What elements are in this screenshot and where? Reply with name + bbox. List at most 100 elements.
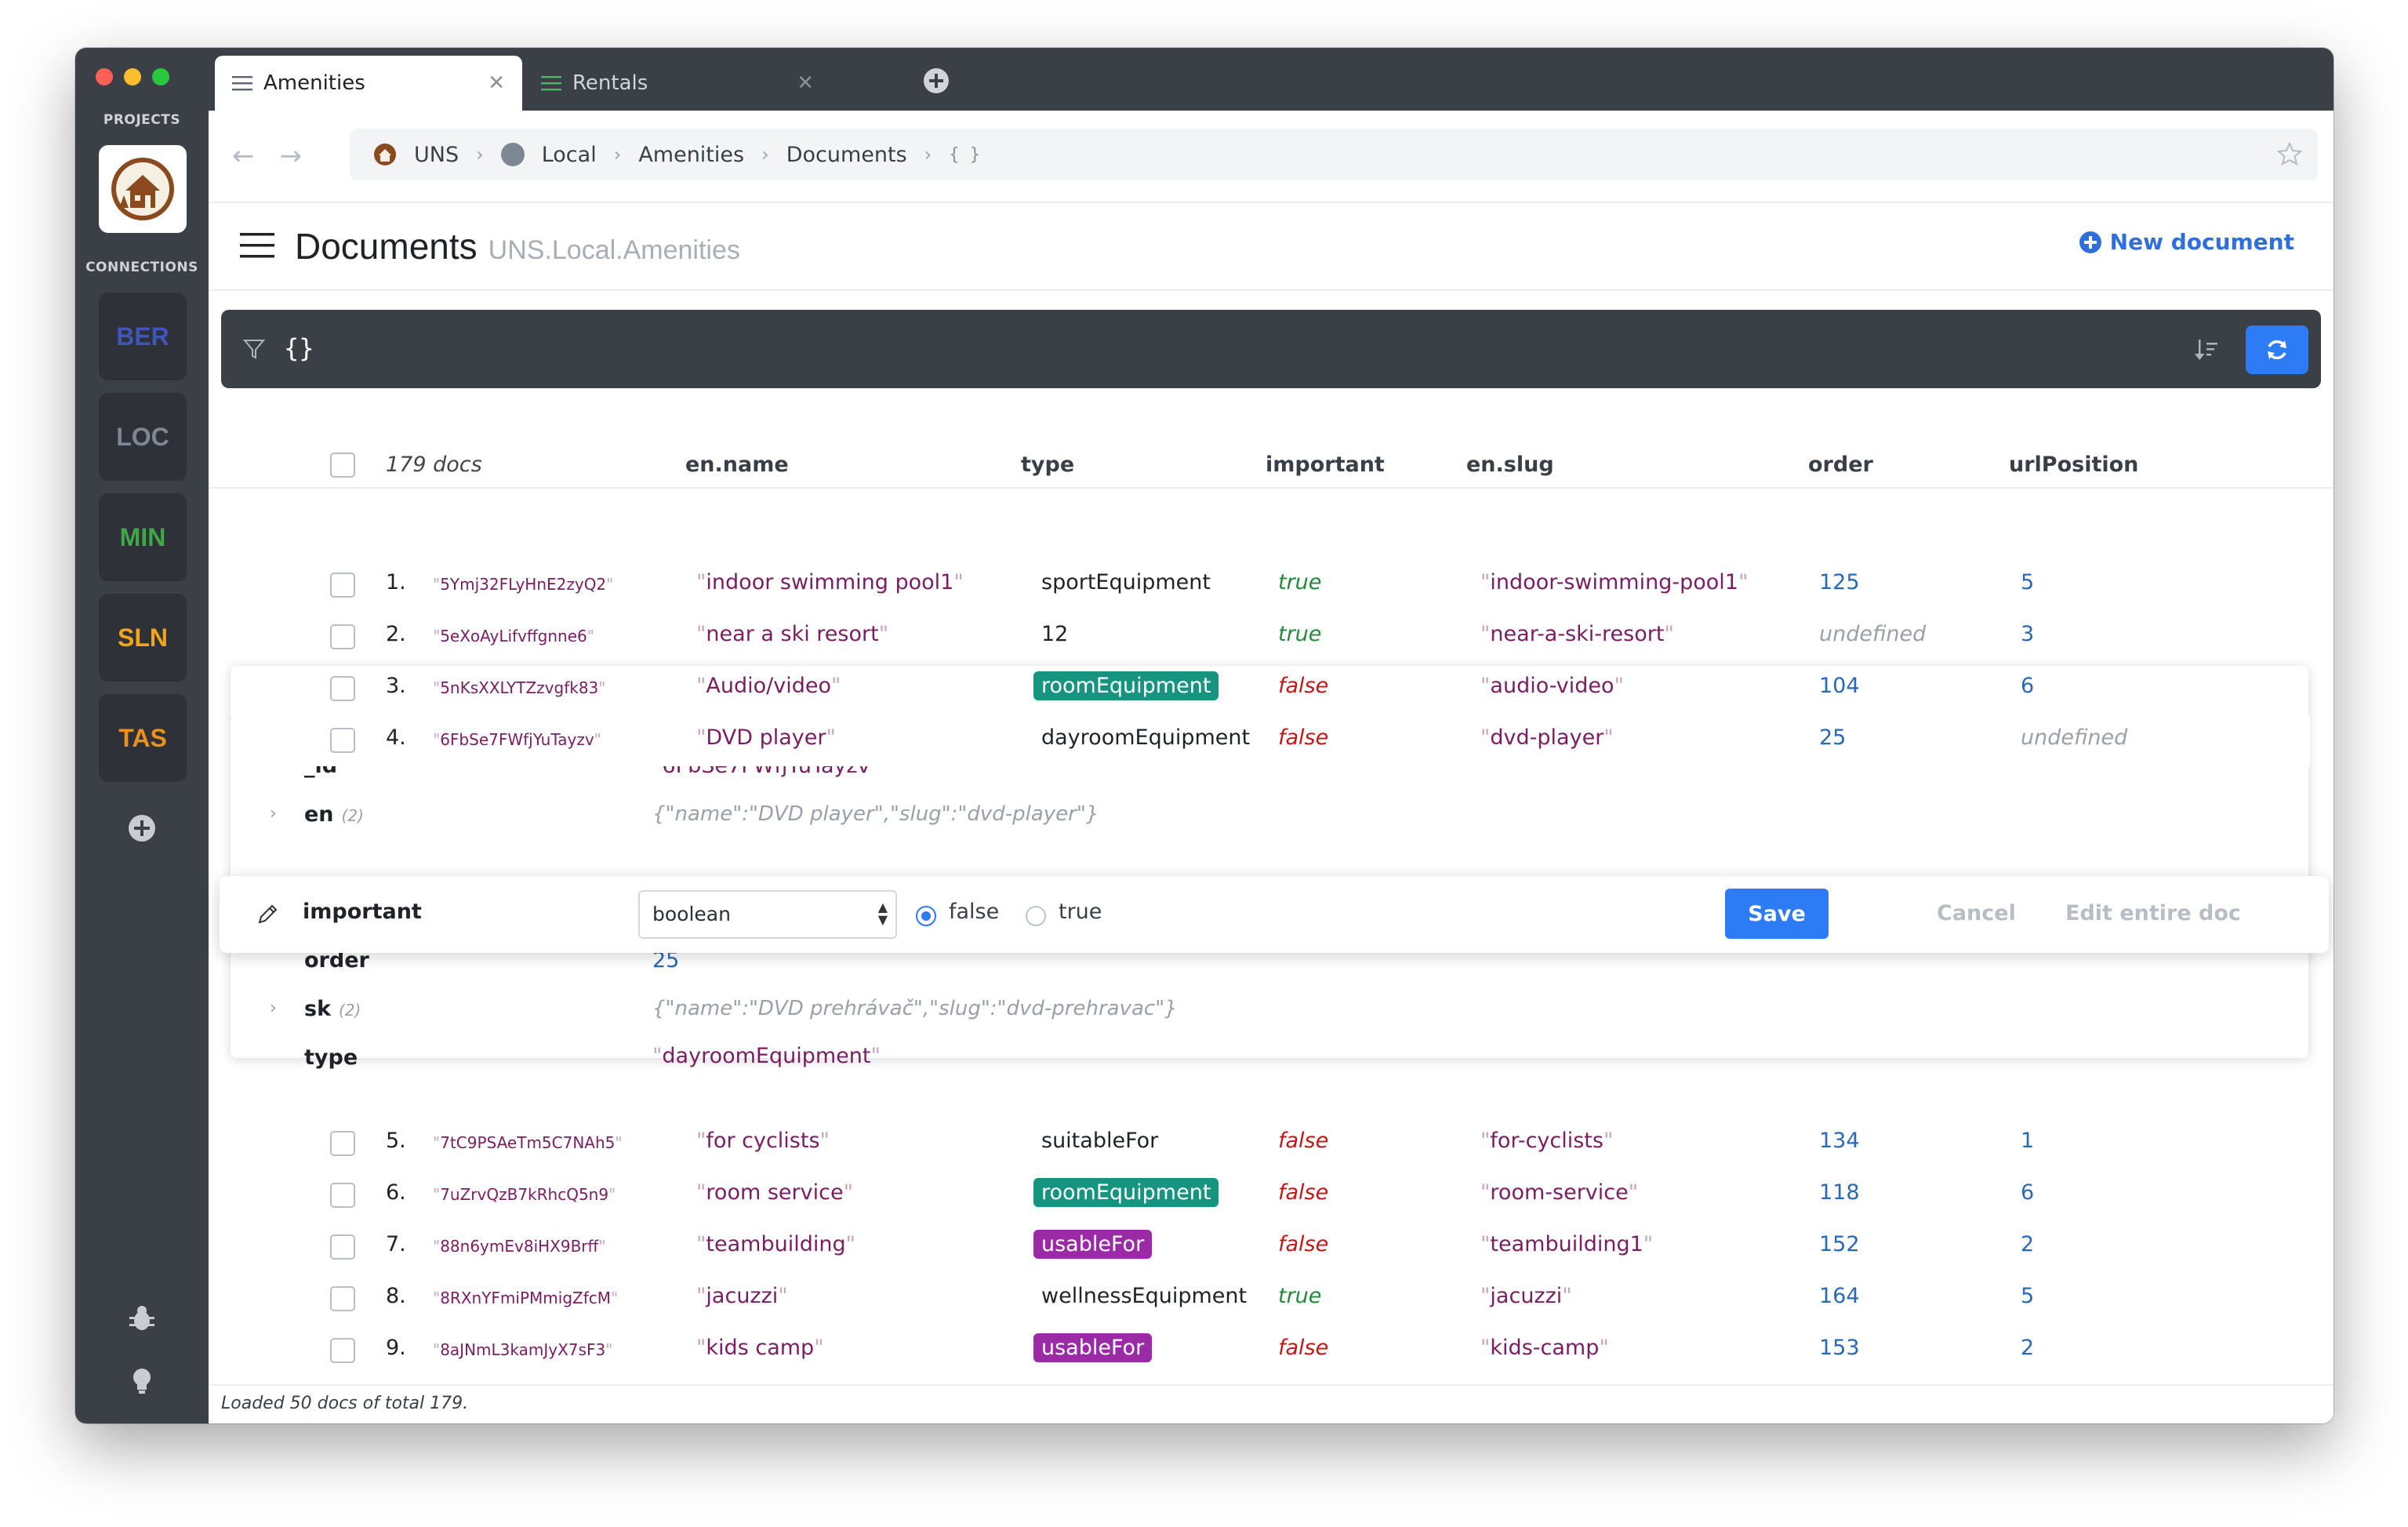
important-cell[interactable]: false [1278,1336,1329,1360]
breadcrumb-documents[interactable]: Documents [786,143,907,167]
connection-sln[interactable]: SLN [99,594,187,682]
order-cell[interactable]: 125 [1819,570,1860,594]
order-cell[interactable]: 104 [1819,674,1860,698]
order-cell[interactable]: 152 [1819,1232,1860,1256]
type-cell[interactable]: roomEquipment [1033,1178,1219,1207]
type-cell[interactable]: usableFor [1033,1333,1153,1362]
order-cell[interactable]: 153 [1819,1336,1860,1360]
cancel-button[interactable]: Cancel [1937,901,2016,925]
doc-id[interactable]: "5nKsXXLYTZzvgfk83" [433,678,606,697]
radio-true[interactable] [1026,906,1046,926]
en-slug-cell[interactable]: "for-cyclists" [1480,1129,1614,1153]
doc-id[interactable]: "88n6ymEv8iHX9Brff" [433,1237,606,1256]
type-cell[interactable]: suitableFor [1041,1129,1158,1153]
field-value[interactable]: {"name":"DVD prehrávač","slug":"dvd-preh… [652,997,1178,1020]
column-header[interactable]: en.slug [1466,453,1554,477]
column-header[interactable]: en.name [685,453,789,477]
tab-amenities[interactable]: Amenities ✕ [215,56,522,111]
order-cell[interactable]: 134 [1819,1129,1860,1153]
bug-report-button[interactable] [126,1303,158,1337]
row-checkbox[interactable] [330,1131,355,1156]
url-position-cell[interactable]: 5 [2021,570,2035,594]
type-cell[interactable]: wellnessEquipment [1041,1284,1247,1308]
en-name-cell[interactable]: "DVD player" [696,725,836,750]
filter-query-input[interactable]: {} [284,333,314,363]
url-position-cell[interactable]: 2 [2021,1336,2035,1360]
edit-entire-doc-button[interactable]: Edit entire doc [2065,901,2241,925]
order-cell[interactable]: 118 [1819,1180,1860,1205]
connection-ber[interactable]: BER [99,293,187,380]
doc-id[interactable]: "6FbSe7FWfjYuTayzv" [433,730,601,749]
row-checkbox[interactable] [330,676,355,701]
row-checkbox[interactable] [330,1183,355,1208]
type-cell[interactable]: 12 [1041,622,1068,646]
breadcrumb-connection[interactable]: Local [500,143,597,167]
add-connection-button[interactable] [126,813,158,847]
new-tab-button[interactable] [922,67,950,98]
table-row[interactable]: 7. "88n6ymEv8iHX9Brff" "teambuilding" us… [209,1221,2334,1273]
zoom-window-button[interactable] [152,68,169,85]
column-header[interactable]: important [1266,453,1385,477]
refresh-button[interactable] [2246,325,2308,374]
en-name-cell[interactable]: "Audio/video" [696,674,841,698]
select-all-checkbox[interactable] [330,453,355,478]
save-button[interactable]: Save [1725,889,1829,939]
project-uns[interactable] [99,145,187,233]
type-cell[interactable]: sportEquipment [1041,570,1211,594]
breadcrumb-project[interactable]: UNS [373,143,459,167]
table-row[interactable]: 5. "7tC9PSAeTm5C7NAh5" "for cyclists" su… [209,1118,2334,1169]
en-slug-cell[interactable]: "audio-video" [1480,674,1624,698]
en-name-cell[interactable]: "room service" [696,1180,853,1205]
important-cell[interactable]: true [1278,622,1322,646]
forward-arrow-icon[interactable]: → [279,140,303,172]
chevron-right-icon[interactable]: › [270,804,277,823]
star-icon[interactable] [2277,141,2302,166]
url-position-cell[interactable]: undefined [2021,725,2128,750]
type-select[interactable]: boolean ▲ ▼ [638,890,897,939]
important-cell[interactable]: false [1278,674,1329,698]
type-cell[interactable]: usableFor [1033,1230,1153,1259]
row-checkbox[interactable] [330,1286,355,1311]
en-slug-cell[interactable]: "room-service" [1480,1180,1639,1205]
en-slug-cell[interactable]: "dvd-player" [1480,725,1614,750]
back-arrow-icon[interactable]: ← [232,140,255,172]
row-checkbox[interactable] [330,624,355,649]
en-slug-cell[interactable]: "near-a-ski-resort" [1480,622,1674,646]
column-header[interactable]: type [1021,453,1075,477]
doc-id[interactable]: "8RXnYFmiPMmigZfcM" [433,1289,619,1307]
en-slug-cell[interactable]: "kids-camp" [1480,1336,1609,1360]
table-row[interactable]: 1. "5Ymj32FLyHnE2zyQ2" "indoor swimming … [209,559,2334,611]
doc-id[interactable]: "8aJNmL3kamJyX7sF3" [433,1340,613,1359]
tips-button[interactable] [126,1365,158,1400]
minimize-window-button[interactable] [124,68,141,85]
table-row[interactable]: 3. "5nKsXXLYTZzvgfk83" "Audio/video" roo… [209,663,2334,714]
menu-icon[interactable] [240,232,274,259]
table-row[interactable]: 4. "6FbSe7FWfjYuTayzv" "DVD player" dayr… [232,714,2310,766]
tab-rentals[interactable]: Rentals ✕ [524,56,831,111]
row-checkbox[interactable] [330,573,355,598]
field-value[interactable]: "dayroomEquipment" [652,1044,881,1068]
column-header[interactable]: urlPosition [2009,453,2139,477]
en-name-cell[interactable]: "teambuilding" [696,1232,856,1256]
important-cell[interactable]: true [1278,570,1322,594]
en-name-cell[interactable]: "for cyclists" [696,1129,830,1153]
connection-loc[interactable]: LOC [99,393,187,481]
connection-min[interactable]: MIN [99,493,187,581]
url-position-cell[interactable]: 6 [2021,1180,2035,1205]
sort-icon[interactable] [2194,338,2219,362]
table-row[interactable]: 8. "8RXnYFmiPMmigZfcM" "jacuzzi" wellnes… [209,1273,2334,1325]
breadcrumb-collection[interactable]: Amenities [638,143,744,167]
connection-tas[interactable]: TAS [99,694,187,782]
en-name-cell[interactable]: "jacuzzi" [696,1284,788,1308]
order-cell[interactable]: 164 [1819,1284,1860,1308]
type-cell[interactable]: roomEquipment [1033,671,1219,700]
url-position-cell[interactable]: 5 [2021,1284,2035,1308]
field-value[interactable]: {"name":"DVD player","slug":"dvd-player"… [652,802,1099,826]
url-position-cell[interactable]: 3 [2021,622,2035,646]
en-name-cell[interactable]: "kids camp" [696,1336,824,1360]
row-checkbox[interactable] [330,728,355,753]
doc-id[interactable]: "7uZrvQzB7kRhcQ5n9" [433,1185,616,1204]
table-row[interactable]: 9. "8aJNmL3kamJyX7sF3" "kids camp" usabl… [209,1325,2334,1376]
radio-false[interactable] [916,906,936,926]
close-tab-icon[interactable]: ✕ [488,71,505,95]
